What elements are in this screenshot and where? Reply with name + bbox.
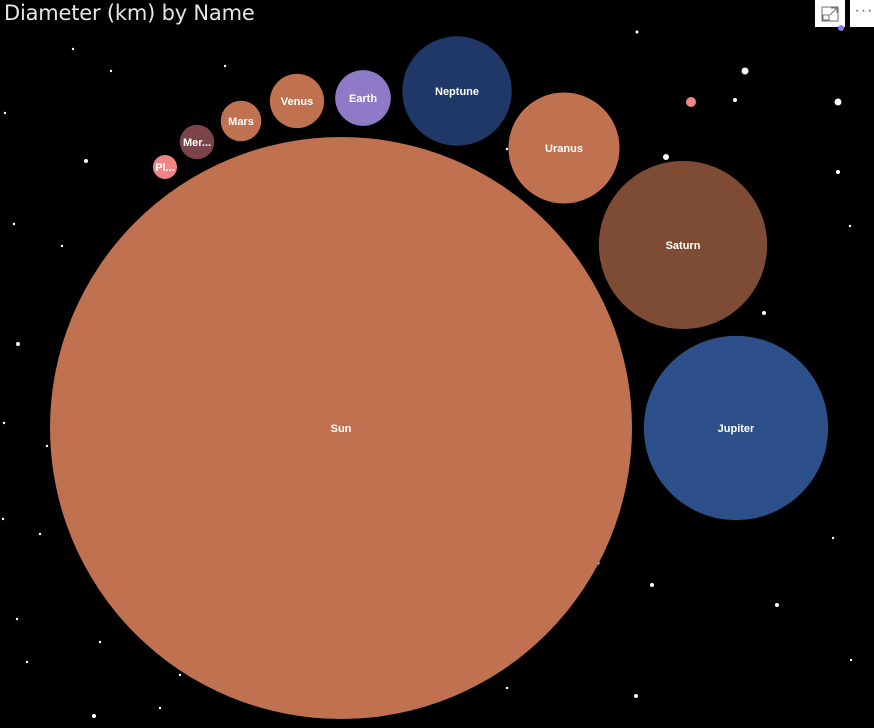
star-dot (60, 244, 64, 248)
star-dot (98, 640, 102, 644)
star-dot (848, 224, 852, 228)
star-dot (178, 673, 182, 677)
star-dot (831, 536, 835, 540)
star-dot (505, 686, 509, 690)
bubble-group: Sun Jupiter Saturn Uranus Neptune Earth Venus M… (50, 36, 829, 719)
bubble-mars[interactable]: Mars (220, 100, 262, 142)
star-dot (16, 342, 20, 346)
bubble-label-sun: Sun (331, 423, 352, 435)
bubble-jupiter[interactable]: Jupiter (643, 335, 829, 521)
star-dot (733, 98, 737, 102)
star-dot (25, 660, 29, 664)
star-dot (849, 658, 853, 662)
star-dot (834, 98, 842, 106)
bubble-label-venus: Venus (281, 96, 313, 108)
star-dot (45, 444, 49, 448)
star-dot (775, 603, 779, 607)
bubble-neptune[interactable]: Neptune (402, 36, 512, 146)
chart-title: Diameter (km) by Name (4, 1, 255, 25)
bubble-circle-venus[interactable] (269, 73, 325, 129)
bubble-circle-sun[interactable] (50, 137, 632, 719)
star-dot (635, 30, 639, 34)
star-dot (109, 69, 113, 73)
bubble-circle-mercury[interactable] (179, 124, 215, 160)
bubble-label-mercury: Mer... (183, 137, 211, 149)
bubble-circle-earth[interactable] (335, 70, 391, 126)
star-dot (3, 111, 7, 115)
bubble-saturn[interactable]: Saturn (598, 160, 768, 330)
bubble-pluto[interactable]: Pl... (152, 154, 178, 180)
star-dot (762, 311, 766, 315)
star-dot (2, 421, 6, 425)
star-dot (741, 67, 749, 75)
star-dot (92, 714, 96, 718)
bubble-label-jupiter: Jupiter (718, 423, 755, 435)
bubble-circle-pluto[interactable] (152, 154, 178, 180)
bubble-circle-mars[interactable] (220, 100, 262, 142)
bubble-circle-saturn[interactable] (598, 160, 768, 330)
star-dot (12, 222, 16, 226)
bubble-label-uranus: Uranus (545, 143, 583, 155)
star-dot (634, 694, 638, 698)
star-dot (15, 617, 19, 621)
star-dot (71, 47, 75, 51)
bubble-venus[interactable]: Venus (269, 73, 325, 129)
star-dot (663, 154, 669, 160)
bubble-label-neptune: Neptune (435, 86, 479, 98)
star-dot (686, 97, 696, 107)
star-dot (38, 532, 42, 536)
bubble-label-mars: Mars (228, 116, 254, 128)
bubble-label-earth: Earth (349, 93, 377, 105)
bubble-sun[interactable]: Sun (50, 137, 632, 719)
focus-mode-icon (821, 6, 839, 21)
star-dot (650, 583, 654, 587)
bubble-circle-uranus[interactable] (508, 92, 620, 204)
more-options-icon: ··· (854, 1, 874, 19)
bubble-earth[interactable]: Earth (335, 70, 391, 126)
bubble-circle-jupiter[interactable] (643, 335, 829, 521)
star-dot (838, 25, 844, 31)
focus-mode-button[interactable] (815, 0, 845, 27)
bubble-uranus[interactable]: Uranus (508, 92, 620, 204)
star-dot (836, 170, 840, 174)
star-field (1, 25, 853, 718)
bubble-circle-neptune[interactable] (402, 36, 512, 146)
star-dot (1, 517, 5, 521)
bubble-mercury[interactable]: Mer... (179, 124, 215, 160)
star-dot (84, 159, 88, 163)
star-dot (505, 147, 509, 151)
more-options-button[interactable]: ··· (850, 0, 874, 27)
bubble-label-pluto: Pl... (155, 162, 175, 174)
star-dot (223, 64, 227, 68)
star-dot (158, 706, 162, 710)
bubble-label-saturn: Saturn (666, 240, 701, 252)
